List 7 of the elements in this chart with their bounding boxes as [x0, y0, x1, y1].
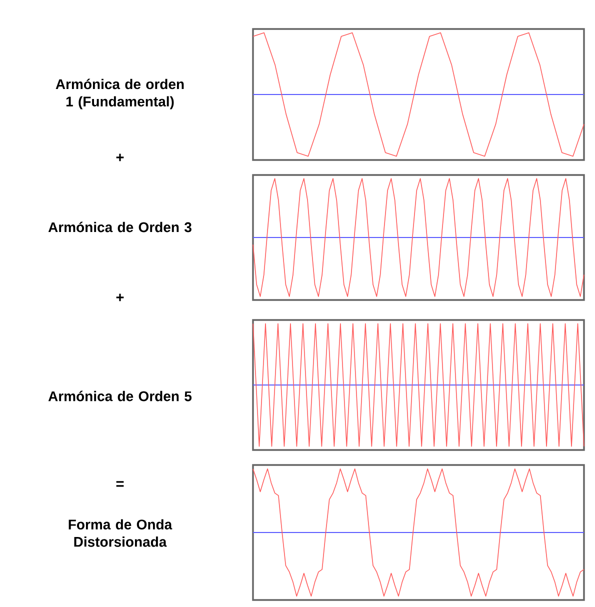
text: Armónica de Orden 3: [48, 222, 192, 232]
text: Armónica de Orden 5: [48, 390, 192, 402]
text: +: [116, 294, 124, 302]
text: Forma de Onda Distorsionada: [68, 519, 172, 547]
text: =: [116, 481, 124, 487]
text: +: [116, 154, 124, 162]
text: Armónica de orden 1 (Fundamental): [56, 78, 184, 110]
